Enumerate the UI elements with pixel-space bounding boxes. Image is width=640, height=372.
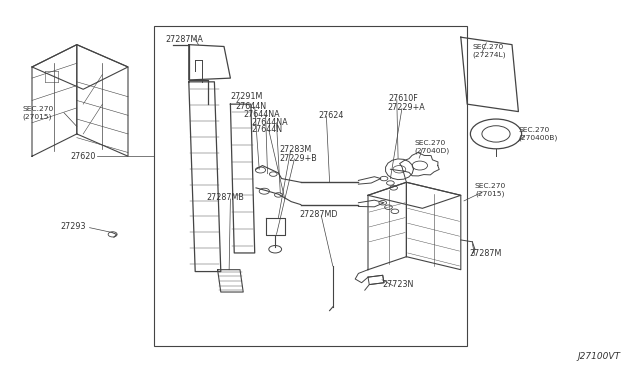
Text: 27287MB: 27287MB bbox=[207, 193, 244, 202]
Text: SEC.270
(27274L): SEC.270 (27274L) bbox=[472, 44, 506, 58]
Text: 27283M: 27283M bbox=[279, 145, 311, 154]
Text: 27644N: 27644N bbox=[236, 102, 267, 111]
Text: 27229+B: 27229+B bbox=[279, 154, 317, 163]
Text: 27644NA: 27644NA bbox=[252, 118, 288, 126]
Text: 27291M: 27291M bbox=[230, 92, 263, 101]
Text: SEC.270
(27015): SEC.270 (27015) bbox=[22, 106, 54, 121]
Text: 27624: 27624 bbox=[319, 111, 344, 120]
Text: 27644NA: 27644NA bbox=[243, 110, 280, 119]
Text: 27644N: 27644N bbox=[252, 125, 283, 134]
Text: 27293: 27293 bbox=[61, 222, 86, 231]
Text: SEC.270
(27015): SEC.270 (27015) bbox=[475, 183, 506, 198]
Bar bbox=[154, 26, 467, 346]
Text: 27287MA: 27287MA bbox=[165, 35, 203, 44]
Text: 27287M: 27287M bbox=[469, 249, 502, 258]
Text: 27287MD: 27287MD bbox=[300, 210, 338, 219]
Text: 27229+A: 27229+A bbox=[388, 103, 426, 112]
Text: 27723N: 27723N bbox=[383, 280, 414, 289]
Text: J27100VT: J27100VT bbox=[578, 352, 621, 361]
Text: SEC.270
(270400B): SEC.270 (270400B) bbox=[518, 127, 558, 141]
Text: 27610F: 27610F bbox=[388, 94, 418, 103]
Text: SEC.270
(27040D): SEC.270 (27040D) bbox=[415, 140, 450, 154]
Text: 27620: 27620 bbox=[70, 152, 96, 161]
